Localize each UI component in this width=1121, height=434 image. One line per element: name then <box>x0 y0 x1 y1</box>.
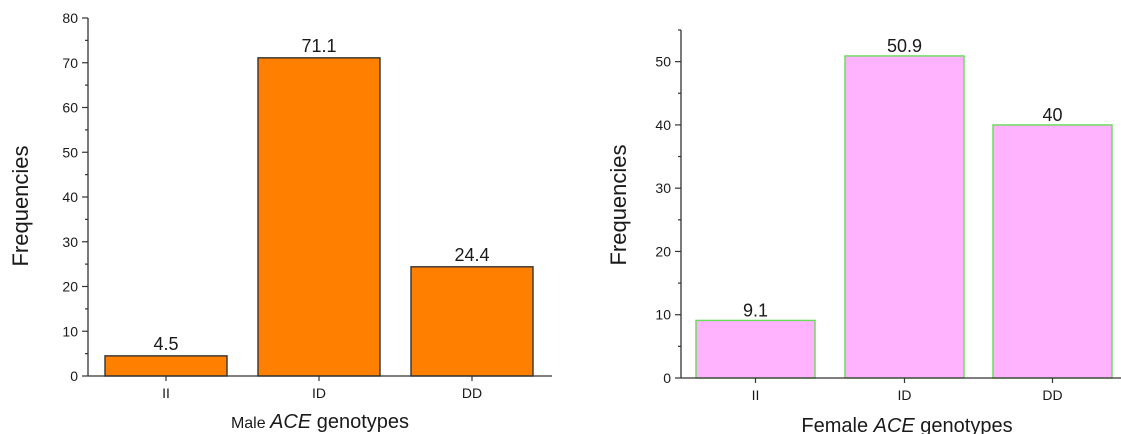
data-label-dd: 24.4 <box>454 245 489 265</box>
data-label-ii: 4.5 <box>153 334 178 354</box>
y-tick-label: 80 <box>62 10 78 26</box>
data-label-id: 50.9 <box>887 36 922 56</box>
x-axis-label-part: ACE <box>873 415 916 434</box>
bar-dd <box>992 124 1113 379</box>
y-tick-label: 0 <box>70 368 78 384</box>
x-tick-label-id: ID <box>898 387 912 403</box>
y-tick-label: 40 <box>655 117 671 133</box>
data-label-id: 71.1 <box>301 36 336 56</box>
bar-id <box>844 55 965 379</box>
y-tick-label: 10 <box>62 323 78 339</box>
x-axis-label-part: genotypes <box>915 415 1013 434</box>
y-tick-label: 30 <box>655 180 671 196</box>
x-axis-label-part: Male <box>231 415 270 432</box>
x-tick-label-ii: II <box>752 387 760 403</box>
x-axis-label: Male ACE genotypes <box>231 411 409 433</box>
data-label-dd: 40 <box>1042 105 1062 125</box>
y-axis-label: Frequencies <box>8 145 33 266</box>
x-tick-label-id: ID <box>312 385 326 401</box>
x-axis-label-part: genotypes <box>311 411 409 433</box>
x-axis-label: Female ACE genotypes <box>801 415 1012 434</box>
y-axis-label: Frequencies <box>606 144 631 265</box>
bar-ii <box>695 319 816 379</box>
y-tick-label: 10 <box>655 307 671 323</box>
y-tick-label: 50 <box>655 54 671 70</box>
y-tick-label: 50 <box>62 144 78 160</box>
y-tick-label: 20 <box>655 243 671 259</box>
y-tick-label: 40 <box>62 189 78 205</box>
x-axis-label-part: ACE <box>269 411 312 433</box>
x-tick-label-ii: II <box>162 385 170 401</box>
x-tick-label-dd: DD <box>462 385 482 401</box>
x-axis-label-part: Female <box>801 415 873 434</box>
y-tick-label: 0 <box>663 370 671 386</box>
y-tick-label: 70 <box>62 55 78 71</box>
bar-dd <box>410 266 534 377</box>
x-tick-label-dd: DD <box>1042 387 1062 403</box>
data-label-ii: 9.1 <box>743 300 768 320</box>
y-tick-label: 20 <box>62 279 78 295</box>
y-tick-label: 60 <box>62 100 78 116</box>
y-tick-label: 30 <box>62 234 78 250</box>
